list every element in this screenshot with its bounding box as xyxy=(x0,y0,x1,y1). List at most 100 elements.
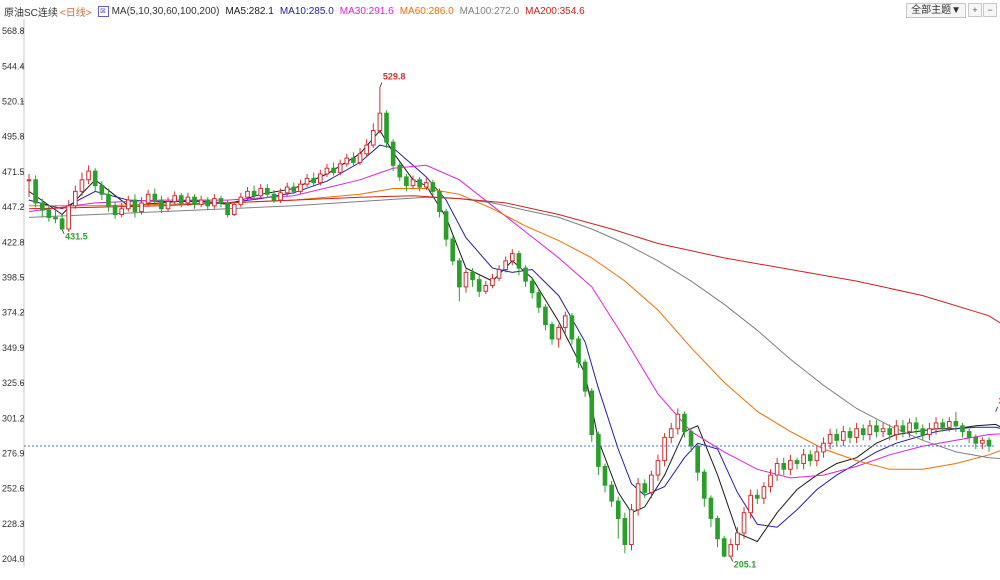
candle xyxy=(748,489,753,519)
candle-body xyxy=(33,179,38,204)
candle-body xyxy=(145,193,151,204)
zoom-out-button[interactable]: − xyxy=(983,3,997,17)
candle xyxy=(384,110,389,148)
zoom-in-button[interactable]: + xyxy=(968,3,982,17)
y-tick-label: 447.2 xyxy=(2,202,25,212)
candle-body xyxy=(92,170,98,187)
ma-line-ma30 xyxy=(28,164,1000,479)
extreme-annotations: 529.8 431.5 205.1 305.7 xyxy=(61,71,1000,569)
candle-body xyxy=(847,431,853,438)
candle xyxy=(860,424,866,441)
candle xyxy=(251,185,257,201)
candle xyxy=(311,172,317,186)
ma-line-ma200 xyxy=(28,195,1000,324)
candle xyxy=(668,422,674,444)
candle-body xyxy=(79,179,85,192)
candle xyxy=(576,336,581,368)
candle-body xyxy=(880,428,886,433)
candle-body xyxy=(807,454,813,462)
candle-body xyxy=(331,167,336,174)
candle-body xyxy=(430,182,436,192)
candle-body xyxy=(304,177,310,185)
candle xyxy=(86,165,91,185)
candle xyxy=(351,152,356,166)
candle-body xyxy=(66,205,72,230)
y-tick-label: 374.2 xyxy=(2,308,25,318)
candle-body xyxy=(569,315,575,340)
candle xyxy=(443,208,449,247)
candle-body xyxy=(629,509,634,546)
candle xyxy=(893,420,899,441)
candle xyxy=(457,257,462,302)
candle xyxy=(741,506,747,539)
candle xyxy=(569,312,575,345)
candle xyxy=(324,163,330,177)
candle xyxy=(536,289,542,313)
candle-body xyxy=(741,512,747,534)
candle xyxy=(622,512,628,554)
candle-body xyxy=(536,292,542,308)
candle xyxy=(245,187,250,201)
candle xyxy=(960,422,965,438)
candle-body xyxy=(841,431,846,441)
y-tick-label: 228.3 xyxy=(2,519,25,529)
y-tick-label: 349.9 xyxy=(2,343,25,353)
candle xyxy=(106,188,111,212)
candle xyxy=(125,195,131,212)
candlesticks xyxy=(26,87,992,559)
period-label[interactable]: <日线> xyxy=(59,7,92,19)
candle-body xyxy=(86,170,91,181)
candle-body xyxy=(231,203,237,216)
candle xyxy=(490,273,495,289)
candle-body xyxy=(655,460,661,476)
candle-body xyxy=(476,279,482,292)
candle xyxy=(53,208,58,224)
candle xyxy=(986,437,992,452)
candle xyxy=(205,197,211,211)
candle-body xyxy=(509,253,515,262)
candle xyxy=(304,174,310,188)
candle xyxy=(437,188,442,218)
candle-body xyxy=(132,199,138,213)
candle-body xyxy=(357,153,363,163)
candle xyxy=(225,200,230,218)
candle-body xyxy=(754,494,760,499)
candle xyxy=(397,162,403,182)
candle-body xyxy=(324,167,330,175)
candle-body xyxy=(205,199,211,207)
candle-body xyxy=(483,284,489,292)
extreme-label: 431.5 xyxy=(65,232,88,242)
candle-body xyxy=(390,141,396,166)
instrument-name: 原油SC连续 xyxy=(4,7,58,19)
candle xyxy=(615,496,621,539)
candle xyxy=(688,428,694,452)
candle-body xyxy=(966,431,972,438)
candle xyxy=(159,195,164,214)
candle-body xyxy=(271,193,277,201)
candle xyxy=(907,418,912,438)
ma-settings-icon[interactable]: ⊠ xyxy=(97,5,109,17)
candle xyxy=(331,162,336,176)
y-tick-label: 398.5 xyxy=(2,272,25,282)
candle xyxy=(46,205,52,222)
candle-body xyxy=(893,425,899,436)
candle-body xyxy=(953,421,959,427)
candle-body xyxy=(900,425,906,433)
candle-body xyxy=(867,425,873,436)
candle-body xyxy=(364,144,369,155)
candle xyxy=(33,175,38,208)
topic-dropdown-button[interactable]: 全部主题▼ xyxy=(906,3,966,18)
candle xyxy=(827,428,833,449)
candle-body xyxy=(980,439,985,444)
candle-body xyxy=(337,163,343,174)
candle-body xyxy=(602,465,608,486)
y-tick-label: 325.6 xyxy=(2,378,25,388)
candle xyxy=(602,463,608,493)
candle-body xyxy=(26,179,32,182)
candle xyxy=(218,195,224,208)
candle xyxy=(708,495,714,528)
candle-body xyxy=(443,211,449,240)
candle xyxy=(874,420,879,438)
candle xyxy=(715,515,720,548)
